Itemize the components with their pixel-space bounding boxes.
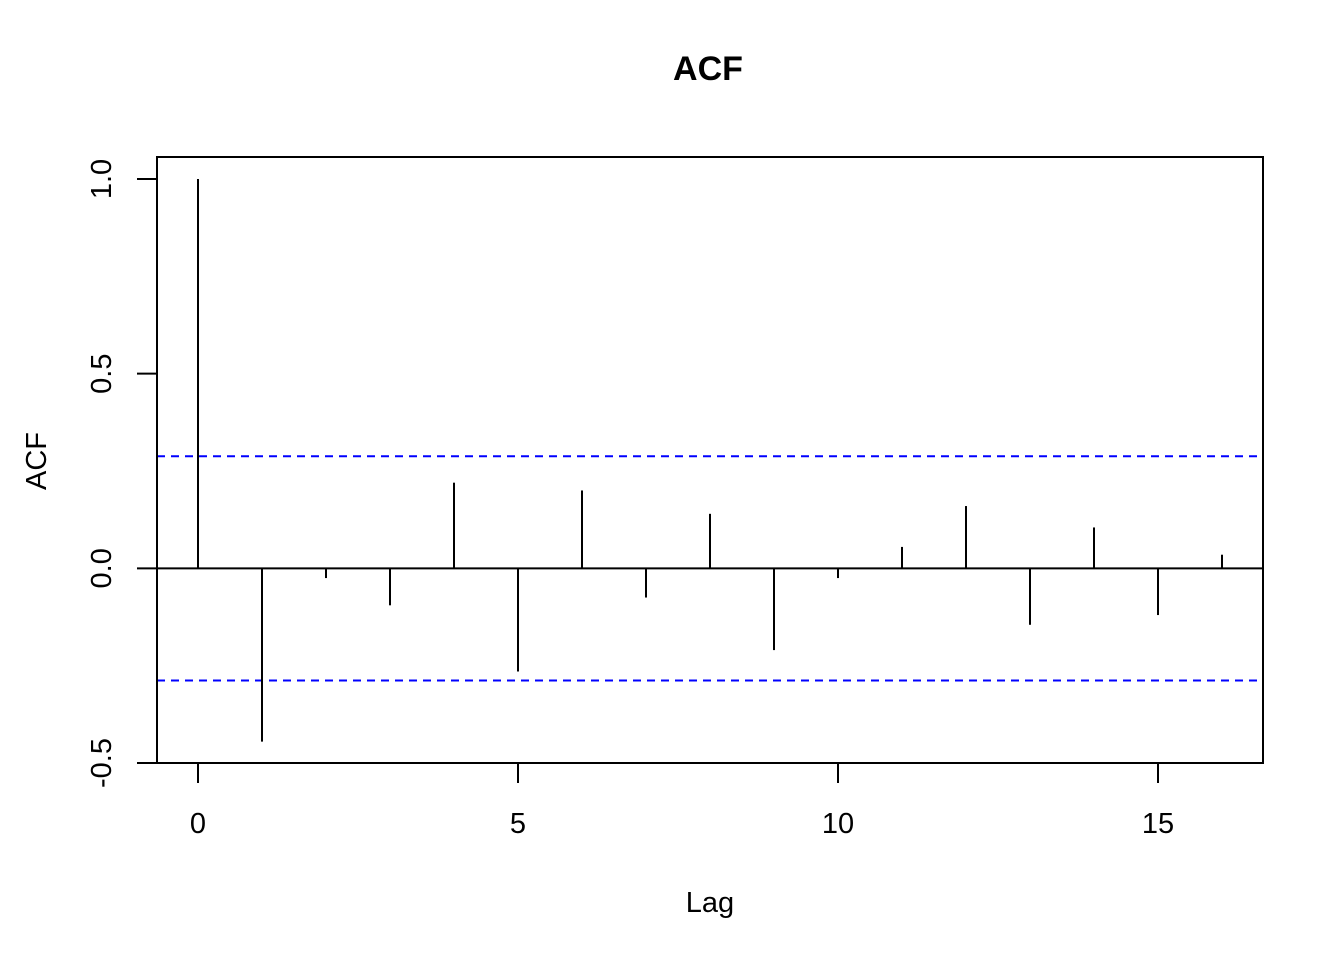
x-tick-label: 15 — [1142, 808, 1174, 840]
x-tick-label: 10 — [822, 808, 854, 840]
y-tick-label: 0.5 — [86, 354, 118, 394]
x-tick-label: 0 — [190, 808, 206, 840]
x-tick-label: 5 — [510, 808, 526, 840]
y-tick-label: 1.0 — [86, 159, 118, 199]
y-tick-label: -0.5 — [86, 738, 118, 788]
confidence-bounds — [157, 455, 1263, 682]
y-tick-label: 0.0 — [86, 548, 118, 588]
y-axis: -0.5 0.0 0.5 1.0 — [86, 159, 158, 788]
x-axis: 0 5 10 15 — [190, 762, 1174, 840]
y-axis-label: ACF — [21, 432, 53, 490]
chart-title: ACF — [673, 50, 743, 88]
acf-stems — [197, 179, 1223, 742]
plot-frame — [156, 156, 1264, 764]
x-axis-label: Lag — [686, 887, 734, 919]
